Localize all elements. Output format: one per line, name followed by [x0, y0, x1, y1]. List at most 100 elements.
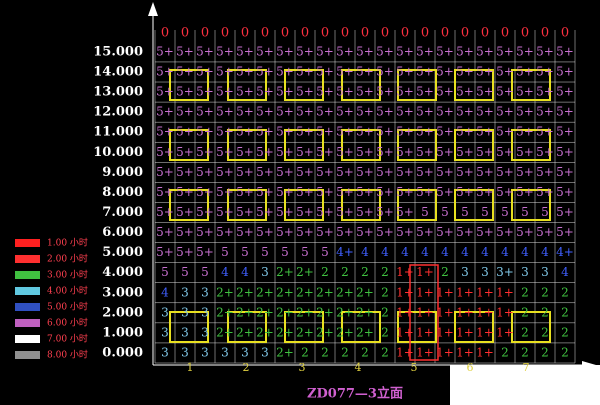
cell-value: 1+ [456, 325, 474, 339]
cell-value: 1+ [456, 305, 474, 319]
cell-value: 5+ [156, 245, 174, 259]
legend-swatch [15, 303, 40, 311]
cell-value: 3 [201, 325, 209, 339]
cell-value: 5+ [556, 225, 574, 239]
cell-value: 5+ [516, 44, 534, 58]
cell-value: 2+ [236, 285, 254, 299]
cell-value: 2 [521, 346, 529, 360]
cell-value: 2 [561, 325, 569, 339]
cell-value: 5+ [236, 205, 254, 219]
cell-value: 5+ [196, 145, 214, 159]
cell-value: 5+ [276, 205, 294, 219]
cell-value: 5+ [196, 165, 214, 179]
cell-value: 5+ [536, 185, 554, 199]
cell-value: 5+ [536, 145, 554, 159]
cell-value: 5 [201, 265, 209, 279]
cell-value: 2 [341, 346, 349, 360]
cell-value: 4 [241, 265, 249, 279]
cell-value: 5+ [196, 205, 214, 219]
cell-value: 5+ [216, 185, 234, 199]
cell-value: 2+ [256, 325, 274, 339]
cell-value: 5+ [396, 185, 414, 199]
top-value: 0 [381, 26, 389, 41]
legend-label: 1.00 小时 [47, 237, 88, 249]
white-patch [450, 365, 600, 405]
cell-value: 5+ [496, 165, 514, 179]
cell-value: 5+ [216, 165, 234, 179]
window [511, 69, 551, 101]
cell-value: 5+ [476, 85, 494, 99]
cell-value: 1+ [476, 285, 494, 299]
cell-value: 5+ [296, 105, 314, 119]
cell-value: 5+ [216, 105, 234, 119]
cell-value: 5+ [416, 185, 434, 199]
axis-label: 7 [523, 361, 530, 374]
legend-swatch [15, 287, 40, 295]
cell-value: 5+ [436, 185, 454, 199]
cell-value: 5+ [476, 185, 494, 199]
cell-value: 4 [361, 245, 369, 259]
cell-value: 5+ [276, 44, 294, 58]
cell-value: 5+ [256, 125, 274, 139]
cell-value: 5+ [156, 145, 174, 159]
cell-value: 5+ [456, 125, 474, 139]
cell-value: 3 [181, 305, 189, 319]
cell-value: 5+ [376, 165, 394, 179]
cell-value: 5+ [436, 165, 454, 179]
cell-value: 2 [381, 346, 389, 360]
cell-value: 5+ [256, 205, 274, 219]
cell-value: 5 [481, 205, 489, 219]
cell-value: 5+ [276, 225, 294, 239]
cell-value: 5+ [396, 225, 414, 239]
cell-value: 1+ [456, 285, 474, 299]
cell-value: 5+ [236, 145, 254, 159]
cell-value: 2 [361, 265, 369, 279]
axis-arrow [148, 2, 158, 16]
cell-value: 1+ [476, 346, 494, 360]
cell-value: 2 [341, 265, 349, 279]
cell-value: 4 [421, 245, 429, 259]
cell-value: 3 [201, 346, 209, 360]
cell-value: 5+ [336, 85, 354, 99]
cell-value: 2+ [316, 285, 334, 299]
cell-value: 5+ [416, 44, 434, 58]
cell-value: 2 [521, 285, 529, 299]
cell-value: 3 [181, 346, 189, 360]
cell-value: 2+ [236, 325, 254, 339]
cell-value: 1+ [436, 346, 454, 360]
cell-value: 5+ [456, 85, 474, 99]
cell-value: 3 [181, 325, 189, 339]
cell-value: 5+ [336, 44, 354, 58]
cell-value: 4 [161, 285, 169, 299]
cell-value: 2 [521, 305, 529, 319]
legend-swatch [15, 351, 40, 359]
cell-value: 5+ [476, 65, 494, 79]
top-value: 0 [201, 26, 209, 41]
cell-value: 4 [501, 245, 509, 259]
cell-value: 2 [541, 346, 549, 360]
cell-value: 5 [521, 205, 529, 219]
cell-value: 5+ [416, 65, 434, 79]
cell-value: 5+ [556, 65, 574, 79]
cell-value: 1+ [396, 285, 414, 299]
cell-value: 5+ [376, 44, 394, 58]
cell-value: 5+ [436, 225, 454, 239]
cell-value: 5+ [156, 225, 174, 239]
cell-value: 5+ [496, 105, 514, 119]
window [511, 189, 551, 221]
cell-value: 5+ [476, 225, 494, 239]
cell-value: 5+ [176, 165, 194, 179]
cell-value: 5+ [376, 65, 394, 79]
cell-value: 4 [381, 245, 389, 259]
cell-value: 4 [481, 245, 489, 259]
cell-value: 5+ [376, 85, 394, 99]
cell-value: 5+ [536, 85, 554, 99]
cell-value: 5+ [536, 165, 554, 179]
cell-value: 5+ [476, 165, 494, 179]
cell-value: 5+ [156, 125, 174, 139]
cell-value: 5+ [296, 85, 314, 99]
window [454, 69, 494, 101]
cell-value: 5+ [196, 105, 214, 119]
legend-label: 4.00 小时 [47, 285, 88, 297]
cell-value: 5+ [536, 105, 554, 119]
